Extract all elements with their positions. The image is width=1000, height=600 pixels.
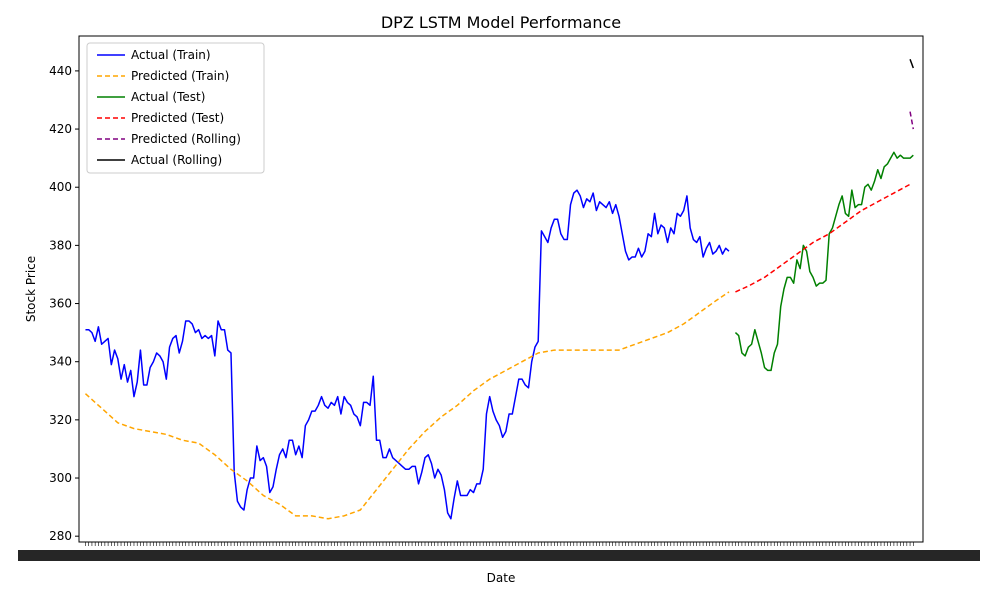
legend-entry: Actual (Rolling) [131,153,222,167]
legend-entry: Actual (Train) [131,48,211,62]
legend: Actual (Train) Predicted (Train) Actual (T… [86,42,265,174]
y-tick-label: 440 [49,64,72,78]
legend-box [86,42,265,174]
y-axis-label: Stock Price [24,256,38,322]
series-line-predicted-test [735,183,911,293]
y-tick-label: 380 [49,238,72,252]
y-tick-label: 400 [49,180,72,194]
y-tick-label: 280 [49,529,72,543]
plot-frame [78,35,924,543]
x-axis [18,542,980,561]
y-tick-label: 300 [49,471,72,485]
legend-entry: Actual (Test) [131,90,205,104]
legend-entry: Predicted (Test) [131,111,224,125]
series-line-actual-rolling [909,58,915,69]
chart-title: DPZ LSTM Model Performance [381,13,621,32]
series-line-actual-train [85,189,730,520]
series-line-predicted-rolling [909,111,915,130]
legend-entry: Predicted (Train) [131,69,229,83]
y-tick-label: 360 [49,297,72,311]
y-tick-label: 320 [49,413,72,427]
x-axis-label: Date [487,571,516,585]
legend-entry: Predicted (Rolling) [131,132,241,146]
series-line-predicted-train [84,291,730,520]
y-tick-label: 420 [49,122,72,136]
y-tick-label: 340 [49,355,72,369]
series-line-actual-test [734,151,914,372]
x-tick-labels-overlap [18,550,980,561]
y-axis: 280 300 320 340 360 380 400 420 440 [49,64,79,543]
plot-area [78,35,924,543]
